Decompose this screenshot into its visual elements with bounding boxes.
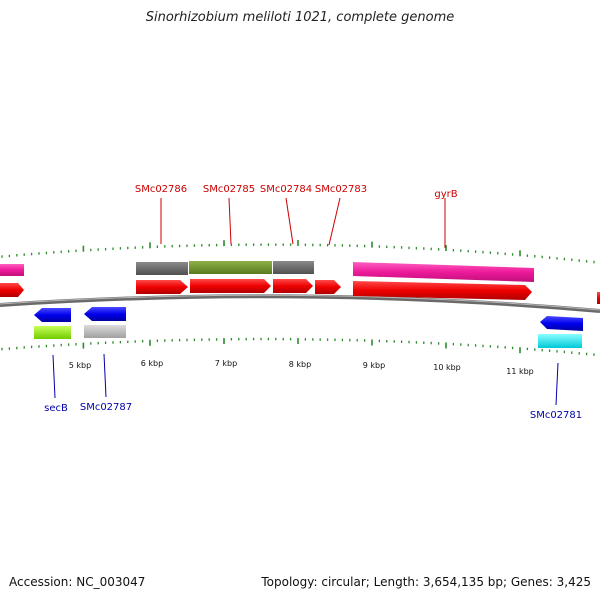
feature-bar-grey-1[interactable] — [136, 262, 188, 275]
feature-bar-pink-left[interactable] — [0, 264, 24, 276]
label-smc02784[interactable]: SMc02784 — [260, 184, 312, 195]
label-smc02786[interactable]: SMc02786 — [135, 184, 187, 195]
top-labels: SMc02786 SMc02785 SMc02784 SMc02783 gyrB — [135, 184, 458, 248]
gene-arrow-smc02783[interactable] — [315, 280, 341, 294]
feature-bar-cyan[interactable] — [538, 334, 582, 348]
gene-arrow-smc02781[interactable] — [540, 316, 583, 331]
tick-label-8kbp: 8 kbp — [289, 360, 311, 369]
bottom-labels: secB SMc02787 SMc02781 — [44, 353, 582, 421]
label-smc02785[interactable]: SMc02785 — [203, 184, 255, 195]
gene-arrow-smc02786[interactable] — [136, 280, 188, 294]
label-secb[interactable]: secB — [44, 403, 68, 414]
tick-label-5kbp: 5 kbp — [69, 361, 91, 370]
gene-arrow-smc02787[interactable] — [84, 307, 126, 321]
feature-bar-grey-2[interactable] — [273, 261, 314, 274]
leader-line-smc02785 — [228, 197, 232, 245]
leader-line-smc02787 — [103, 353, 107, 398]
tick-label-6kbp: 6 kbp — [141, 359, 163, 368]
feature-bar-pink-gyrb[interactable] — [353, 262, 534, 282]
gene-arrow-smc02785[interactable] — [190, 279, 271, 293]
tick-label-9kbp: 9 kbp — [363, 361, 385, 370]
leader-line-smc02783 — [328, 197, 341, 246]
genome-backbone-highlight — [0, 294, 600, 311]
gene-arrow-gyrb[interactable] — [353, 281, 532, 300]
genome-summary-text: Topology: circular; Length: 3,654,135 bp… — [261, 575, 591, 589]
gene-arrow-secb[interactable] — [34, 308, 71, 322]
accession-text: Accession: NC_003047 — [9, 575, 146, 589]
inner-tick-ring — [1, 337, 595, 356]
label-smc02787[interactable]: SMc02787 — [80, 402, 132, 413]
label-gyrb[interactable]: gyrB — [434, 189, 457, 200]
outer-tick-ring — [1, 240, 595, 264]
feature-bar-olive[interactable] — [189, 261, 272, 274]
gene-arrow-right-edge[interactable] — [597, 292, 600, 304]
label-smc02783[interactable]: SMc02783 — [315, 184, 367, 195]
genome-backbone — [0, 294, 600, 313]
tick-label-11kbp: 11 kbp — [506, 367, 534, 376]
leader-line-smc02784 — [285, 197, 294, 245]
map-title: Sinorhizobium meliloti 1021, complete ge… — [145, 10, 455, 25]
feature-bar-lightgrey[interactable] — [84, 325, 126, 338]
feature-bar-lime[interactable] — [34, 326, 71, 339]
kbp-tick-labels: 5 kbp 6 kbp 7 kbp 8 kbp 9 kbp 10 kbp 11 … — [69, 359, 534, 376]
tick-label-10kbp: 10 kbp — [433, 363, 461, 372]
gene-arrow-left-edge[interactable] — [0, 283, 24, 297]
tick-label-7kbp: 7 kbp — [215, 359, 237, 368]
leader-line-smc02781 — [555, 362, 559, 406]
label-smc02781[interactable]: SMc02781 — [530, 410, 582, 421]
gene-arrow-smc02784[interactable] — [273, 279, 313, 293]
leader-line-secb — [52, 354, 56, 399]
